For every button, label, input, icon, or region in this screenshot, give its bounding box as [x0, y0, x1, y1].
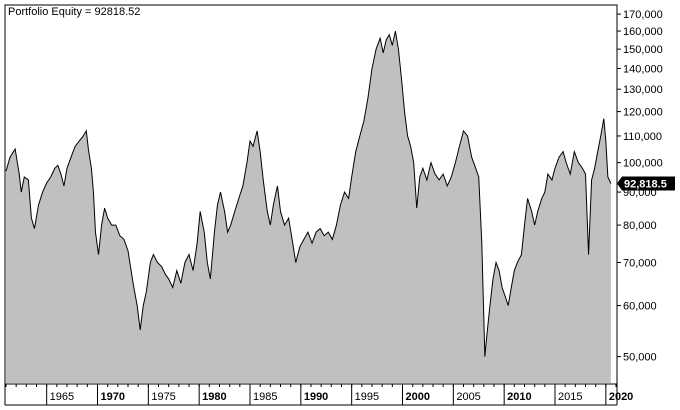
x-tick-label: 2020: [609, 391, 633, 403]
y-tick-label: 120,000: [623, 107, 663, 119]
area-layer: [5, 30, 612, 384]
equity-line: [5, 30, 612, 357]
x-tick-label: 1990: [304, 391, 328, 403]
y-tick-label: 70,000: [623, 257, 657, 269]
y-tick-label: 80,000: [623, 220, 657, 232]
x-axis: 1965 1970 1975 1980 1985 1990 1995 2000 2005 2010…: [4, 383, 633, 406]
y-tick-label: 170,000: [623, 9, 663, 21]
x-tick-label: 2010: [507, 391, 531, 403]
chart-title: Portfolio Equity = 92818.52: [8, 6, 140, 18]
x-tick-label: 1995: [355, 391, 379, 403]
y-tick-label: 110,000: [623, 131, 662, 143]
x-tick-label: 1970: [101, 391, 125, 403]
y-tick-label: 100,000: [623, 158, 663, 170]
x-tick-label: 1985: [253, 391, 277, 403]
x-tick-label: 1965: [50, 391, 74, 403]
y-tick-label: 160,000: [623, 26, 663, 38]
y-tick-label: 50,000: [623, 352, 657, 364]
y-tick-label: 60,000: [623, 301, 657, 313]
last-value-badge-group: 92,818.5: [617, 176, 675, 191]
y-tick-label: 130,000: [623, 84, 663, 96]
y-axis: 50,00060,00070,00080,00090,000100,000110…: [616, 5, 663, 405]
x-tick-label: 2015: [558, 391, 582, 403]
x-tick-label: 1975: [151, 391, 175, 403]
y-tick-label: 140,000: [623, 63, 663, 75]
x-tick-label: 2000: [406, 391, 430, 403]
x-tick-label: 2005: [456, 391, 480, 403]
y-tick-label: 150,000: [623, 44, 663, 56]
x-tick-label: 1980: [202, 391, 226, 403]
last-value-label: 92,818.5: [624, 179, 667, 191]
equity-area: [6, 31, 611, 384]
last-value-badge: [617, 176, 675, 191]
